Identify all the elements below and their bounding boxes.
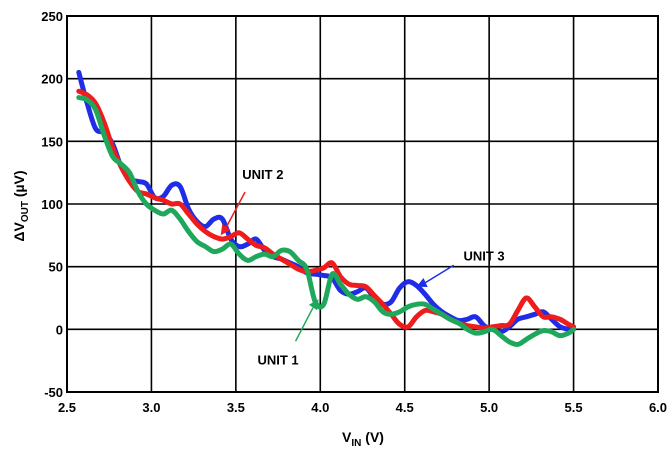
y-tick-label: 250 <box>41 9 63 24</box>
grid <box>66 15 659 393</box>
annotation-arrow-line-unit-3 <box>425 264 455 284</box>
x-axis-label: VIN (V) <box>342 429 384 449</box>
y-axis-label-prefix: ΔV <box>11 222 27 242</box>
x-tick-label: 5.5 <box>565 400 583 415</box>
series-line-unit-1 <box>76 95 577 347</box>
x-axis-label-main: V <box>342 429 352 445</box>
annotation-arrowhead-unit-3 <box>416 278 428 287</box>
annotation-label-unit-3: UNIT 3 <box>463 248 504 263</box>
y-tick-label: 100 <box>41 197 63 212</box>
x-tick-label: 4.5 <box>396 400 414 415</box>
x-tick-label: 3.5 <box>227 400 245 415</box>
y-axis-label-unit: (µV) <box>11 170 27 201</box>
x-tick-label: 4.0 <box>311 400 329 415</box>
series-group <box>76 69 577 347</box>
annotations: UNIT 2 UNIT 3 UNIT 1 <box>220 167 505 367</box>
y-axis-label-sub: OUT <box>20 201 31 222</box>
x-tick-label: 2.5 <box>58 400 76 415</box>
y-tick-label: 200 <box>41 72 63 87</box>
x-tick-labels: 2.5 3.0 3.5 4.0 4.5 5.0 5.5 6.0 <box>58 400 667 415</box>
x-tick-label: 3.0 <box>142 400 160 415</box>
annotation-label-unit-2: UNIT 2 <box>242 167 283 182</box>
y-tick-label: 50 <box>49 260 63 275</box>
x-tick-label: 5.0 <box>480 400 498 415</box>
x-tick-label: 6.0 <box>649 400 667 415</box>
annotation-arrowhead-unit-1 <box>308 299 319 311</box>
y-axis-label: ΔVOUT (µV) <box>11 170 31 241</box>
annotation-arrow-line-unit-2 <box>225 191 246 228</box>
series-line-unit-2 <box>76 88 577 331</box>
x-axis-label-sub: IN <box>351 438 361 449</box>
y-tick-label: 150 <box>41 134 63 149</box>
y-tick-label: 0 <box>56 322 63 337</box>
annotation-arrowhead-unit-2 <box>220 224 231 236</box>
annotation-arrow-line-unit-1 <box>294 307 314 342</box>
y-tick-labels: 250 200 150 100 50 0 -50 <box>41 9 63 400</box>
y-tick-label: -50 <box>44 385 63 400</box>
x-axis-label-unit: (V) <box>361 429 384 445</box>
annotation-label-unit-1: UNIT 1 <box>257 352 298 367</box>
plot-frame <box>66 15 659 393</box>
